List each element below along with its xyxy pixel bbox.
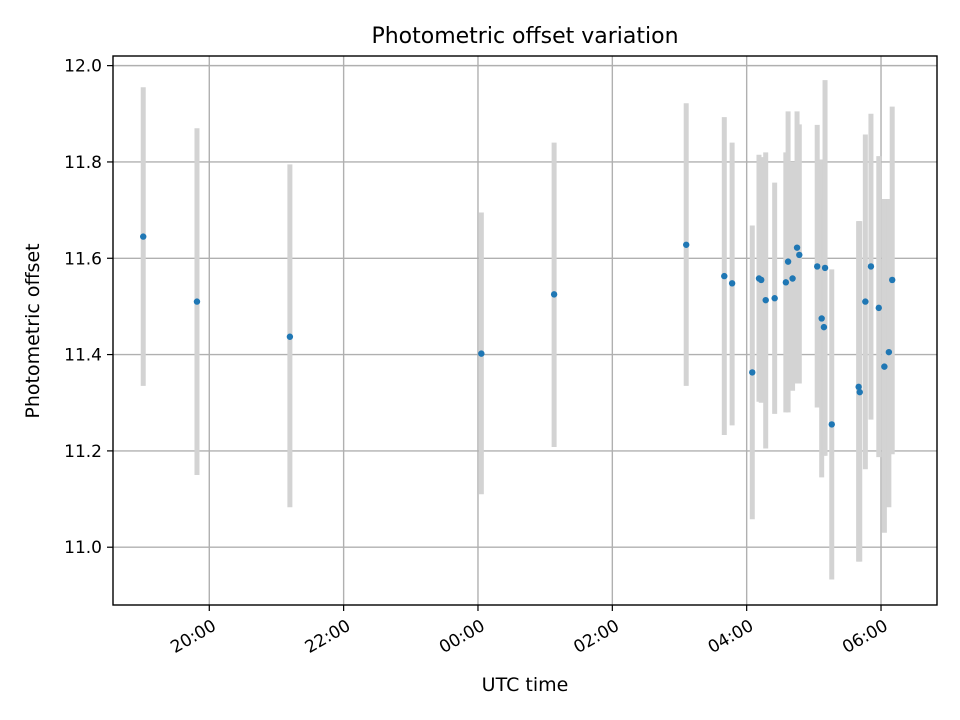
data-point — [881, 363, 888, 370]
x-tick-label: 02:00 — [570, 616, 622, 658]
data-point — [821, 264, 829, 272]
data-point — [758, 276, 765, 284]
plot-background — [113, 56, 937, 605]
data-point — [762, 296, 769, 304]
data-point — [818, 315, 825, 322]
y-tick-label: 11.6 — [64, 249, 102, 269]
data-point — [793, 244, 801, 251]
x-tick-label: 22:00 — [302, 616, 354, 658]
data-point — [814, 263, 821, 270]
y-tick-label: 11.2 — [64, 442, 102, 462]
x-axis-label: UTC time — [482, 674, 569, 696]
data-point — [856, 388, 863, 396]
data-point — [286, 333, 294, 340]
y-axis-label: Photometric offset — [22, 243, 44, 418]
data-point — [771, 295, 778, 302]
data-point — [749, 369, 756, 376]
data-point — [193, 298, 201, 305]
data-point — [782, 279, 790, 286]
data-point — [784, 258, 792, 265]
data-point — [867, 263, 875, 270]
data-point — [855, 383, 862, 391]
data-point — [789, 275, 796, 282]
y-tick-label: 12.0 — [64, 57, 102, 77]
y-tick-label: 11.0 — [64, 538, 102, 558]
plot-frame — [112, 55, 938, 606]
data-points — [140, 233, 896, 428]
data-point — [889, 276, 896, 284]
data-point — [828, 421, 835, 428]
y-tick-label: 11.4 — [64, 346, 102, 366]
y-tick-label: 11.8 — [64, 153, 102, 173]
data-point — [728, 280, 736, 287]
data-point — [885, 348, 893, 356]
data-point — [683, 241, 690, 248]
x-tick-label: 04:00 — [705, 616, 757, 658]
x-tick-label: 06:00 — [839, 616, 891, 658]
chart-title: Photometric offset variation — [371, 24, 678, 49]
data-point — [550, 291, 558, 298]
x-tick-label: 00:00 — [436, 616, 488, 658]
y-axis: 11.0 11.2 11.4 11.6 11.8 12.0 — [64, 57, 113, 558]
data-point — [820, 323, 828, 331]
data-point — [875, 304, 882, 312]
data-point — [478, 350, 485, 357]
x-tick-label: 20:00 — [167, 616, 219, 658]
data-point — [140, 233, 147, 240]
x-axis: 20:00 22:00 00:00 02:00 04:00 06:00 — [167, 605, 892, 658]
data-point — [721, 272, 728, 280]
data-point — [796, 251, 803, 259]
data-point — [862, 298, 869, 305]
